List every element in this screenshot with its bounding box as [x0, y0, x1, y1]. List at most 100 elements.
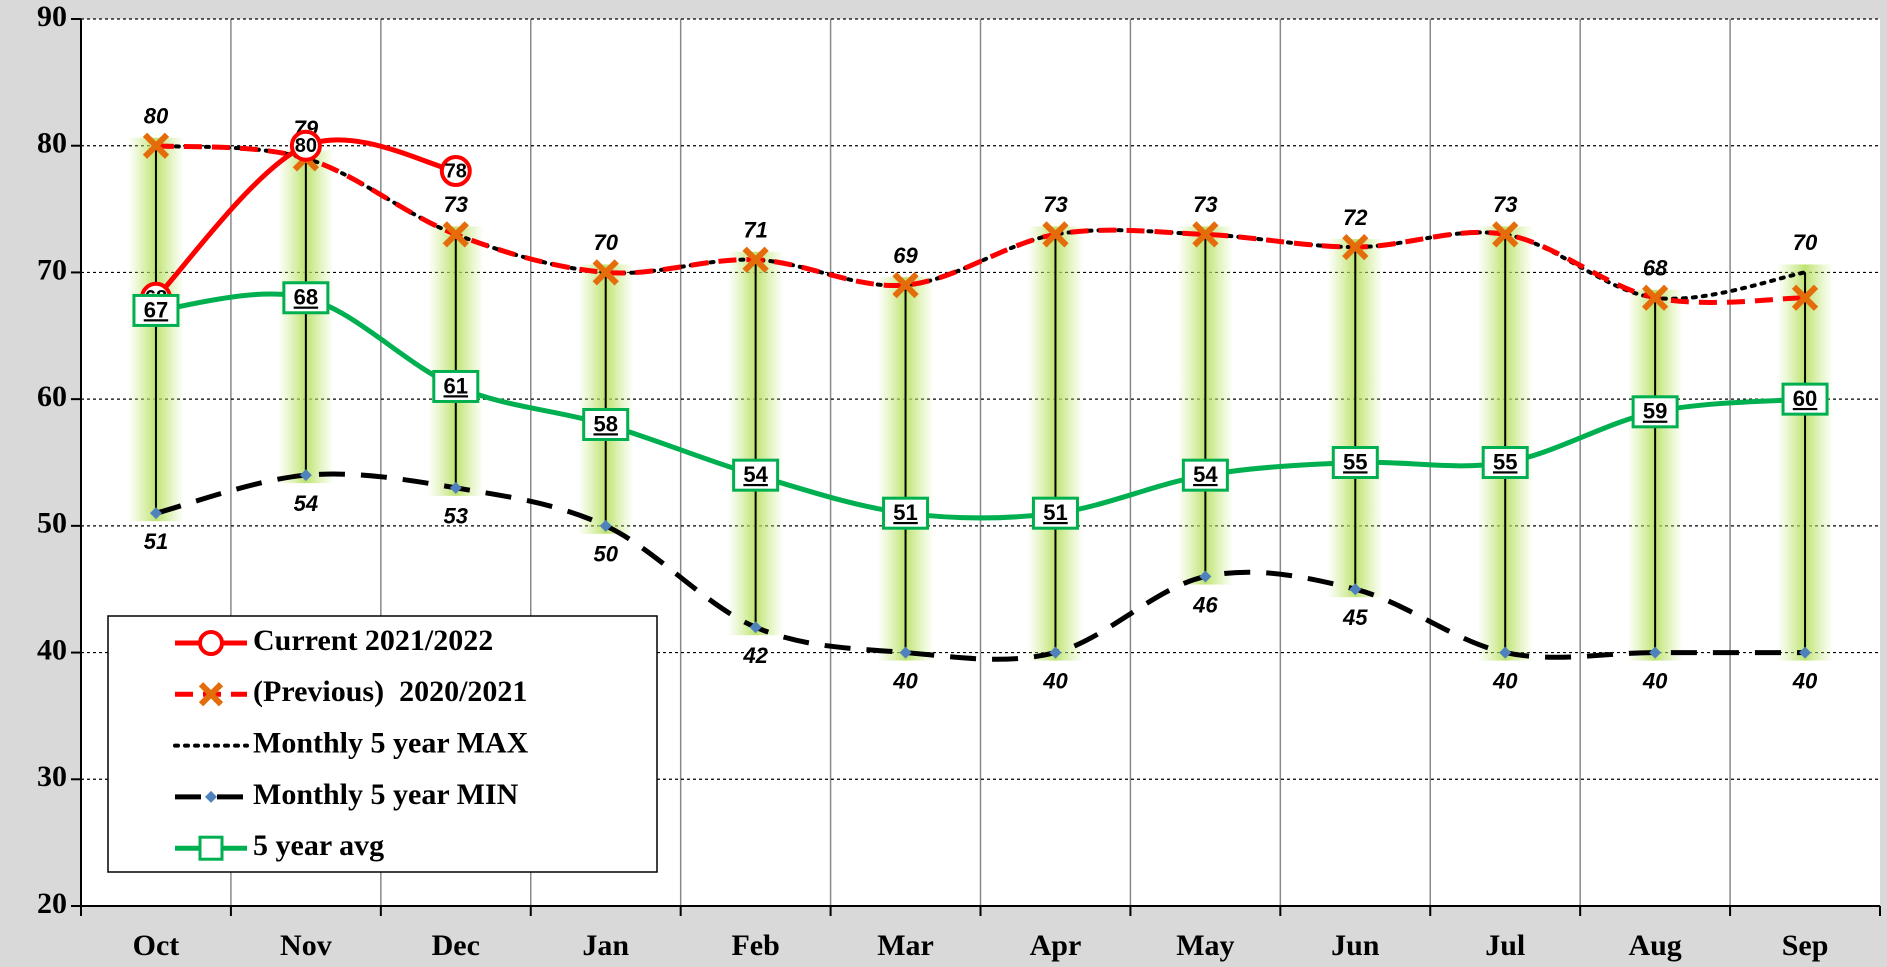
y-tick-label: 90 — [37, 0, 67, 33]
data-label: 71 — [743, 218, 767, 243]
legend-marker — [198, 835, 224, 861]
legend-label: (Previous) 2020/2021 — [253, 675, 527, 708]
legend-label: Current 2021/2022 — [253, 624, 493, 657]
legend-marker — [198, 682, 224, 707]
x-tick-label: Jan — [582, 929, 629, 962]
x-tick-label: Apr — [1030, 929, 1082, 962]
data-label: 40 — [1042, 668, 1068, 693]
legend-marker — [198, 835, 224, 861]
data-label: 70 — [593, 230, 618, 255]
legend-marker — [198, 630, 224, 656]
legend-marker — [198, 630, 224, 656]
marker — [299, 469, 312, 482]
data-label: 51 — [893, 500, 917, 525]
legend-label: 5 year avg — [253, 829, 384, 862]
data-label: 73 — [1043, 192, 1067, 217]
data-label: 60 — [1793, 386, 1817, 411]
x-tick-label: Nov — [280, 929, 332, 962]
data-label: 40 — [892, 668, 918, 693]
data-label: 54 — [294, 491, 318, 516]
data-label: 80 — [144, 104, 169, 129]
y-tick-label: 80 — [37, 127, 67, 160]
data-label: 51 — [144, 529, 168, 554]
data-label: 54 — [1193, 462, 1218, 487]
marker — [1031, 496, 1079, 530]
series-line — [155, 143, 1806, 305]
marker — [599, 519, 612, 532]
marker — [1481, 446, 1529, 479]
data-label: 61 — [444, 373, 468, 398]
data-label: 40 — [1792, 668, 1818, 693]
marker — [142, 132, 170, 159]
marker — [749, 621, 762, 634]
data-label: 78 — [445, 160, 467, 182]
marker — [1649, 646, 1662, 659]
x-tick-label: Sep — [1782, 929, 1829, 962]
series-line — [155, 471, 1806, 662]
legend-box — [107, 615, 658, 873]
x-tick-label: Dec — [432, 929, 480, 962]
marker — [1791, 284, 1819, 311]
data-label: 68 — [294, 285, 318, 310]
data-label: 70 — [1793, 230, 1818, 255]
data-label: 73 — [1193, 192, 1217, 217]
x-tick-label: May — [1176, 929, 1234, 962]
marker — [892, 271, 919, 299]
marker — [1799, 646, 1812, 659]
data-label: 69 — [893, 243, 918, 268]
data-label: 73 — [444, 192, 468, 217]
marker — [582, 407, 630, 441]
x-tick-label: Feb — [731, 929, 779, 962]
marker — [439, 155, 472, 188]
data-label: 40 — [1492, 668, 1518, 693]
x-tick-label: Aug — [1628, 929, 1681, 962]
marker — [1049, 646, 1062, 659]
data-label: 51 — [1043, 500, 1067, 525]
marker — [282, 281, 330, 315]
y-tick-label: 30 — [37, 760, 67, 793]
data-label: 42 — [742, 643, 768, 668]
marker — [1342, 233, 1369, 261]
marker — [1492, 221, 1519, 248]
x-tick-label: Oct — [133, 929, 180, 962]
marker — [1181, 458, 1229, 492]
marker — [1331, 446, 1379, 479]
data-label: 68 — [1643, 256, 1668, 281]
marker — [132, 293, 180, 327]
marker — [1631, 395, 1679, 429]
marker — [149, 507, 162, 520]
marker — [449, 481, 462, 494]
marker — [1192, 221, 1219, 248]
legend-label: Monthly 5 year MAX — [253, 726, 529, 759]
data-label: 67 — [144, 297, 168, 322]
marker — [289, 129, 322, 162]
marker — [1781, 382, 1829, 416]
data-label: 40 — [1642, 668, 1668, 693]
data-label: 53 — [444, 504, 468, 529]
data-label: 55 — [1343, 449, 1367, 474]
marker — [1499, 646, 1512, 659]
marker — [732, 458, 780, 492]
y-tick-label: 50 — [37, 507, 67, 540]
y-tick-label: 40 — [37, 633, 67, 666]
x-tick-label: Jul — [1485, 929, 1525, 962]
marker — [1042, 221, 1069, 248]
legend-marker — [205, 790, 217, 803]
y-tick-label: 60 — [37, 380, 67, 413]
data-label: 45 — [1342, 605, 1368, 630]
data-label: 46 — [1192, 592, 1218, 617]
marker — [899, 646, 912, 659]
marker — [442, 221, 469, 248]
legend-marker — [198, 682, 224, 707]
marker — [592, 259, 619, 286]
y-tick-label: 20 — [37, 887, 67, 920]
marker — [1642, 284, 1669, 311]
marker — [882, 496, 930, 530]
data-label: 55 — [1493, 449, 1517, 474]
x-tick-label: Jun — [1331, 929, 1380, 962]
data-label: 54 — [743, 462, 768, 487]
data-label: 72 — [1343, 205, 1368, 230]
marker — [742, 246, 769, 273]
legend-marker — [205, 790, 217, 803]
